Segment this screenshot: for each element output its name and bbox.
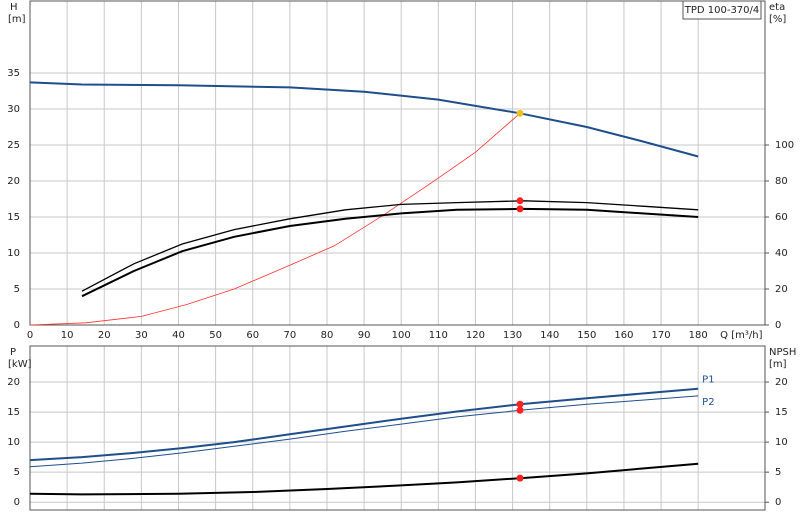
y2-tick-label: 20 [775, 284, 788, 295]
y-tick-label: 5 [14, 284, 20, 295]
y-tick-label: 0 [14, 320, 20, 331]
y2-tick-label: 5 [775, 467, 781, 478]
y-axis-unit: [kW] [8, 359, 32, 370]
y-axis-label: P [10, 347, 16, 358]
y2-tick-label: 20 [775, 377, 788, 388]
x-tick-label: 130 [503, 330, 522, 341]
y2-tick-label: 10 [775, 437, 788, 448]
x-tick-label: 20 [98, 330, 111, 341]
x-tick-label: 0 [27, 330, 33, 341]
x-tick-label: 150 [577, 330, 596, 341]
y2-axis-label: eta [769, 2, 785, 13]
y-axis-unit: [m] [8, 14, 26, 25]
y2-tick-label: 0 [775, 320, 781, 331]
series-label: P2 [702, 397, 714, 408]
curve [29, 462, 699, 496]
chart-title: TPD 100-370/4 [684, 5, 760, 16]
y2-tick-label: 80 [775, 176, 788, 187]
curve [29, 387, 699, 462]
x-tick-label: 50 [209, 330, 222, 341]
y-tick-label: 25 [7, 140, 20, 151]
y-tick-label: 15 [7, 407, 20, 418]
y2-tick-label: 40 [775, 248, 788, 259]
x-tick-label: 120 [466, 330, 485, 341]
x-tick-label: 100 [392, 330, 411, 341]
y-tick-label: 35 [7, 68, 20, 79]
y-tick-label: 10 [7, 437, 20, 448]
y-tick-label: 30 [7, 104, 20, 115]
duty-point [516, 400, 524, 408]
y-tick-label: 20 [7, 377, 20, 388]
y-tick-label: 20 [7, 176, 20, 187]
y2-axis-label: NPSH [769, 347, 796, 358]
x-tick-label: 140 [540, 330, 559, 341]
duty-point [516, 205, 524, 213]
x-tick-label: 40 [172, 330, 185, 341]
curve [29, 81, 699, 158]
plot-frame [29, 345, 766, 511]
x-tick-label: 30 [135, 330, 148, 341]
y-tick-label: 0 [14, 497, 20, 508]
y-tick-label: 15 [7, 212, 20, 223]
x-tick-label: 170 [652, 330, 671, 341]
y-axis-label: H [10, 2, 18, 13]
plot-frame [29, 0, 766, 326]
series-label: P1 [702, 375, 714, 386]
y2-axis-unit: [m] [769, 359, 787, 370]
y2-tick-label: 60 [775, 212, 788, 223]
x-tick-label: 10 [61, 330, 74, 341]
duty-point [516, 406, 524, 414]
curve [81, 207, 699, 298]
x-tick-label: 180 [689, 330, 708, 341]
x-tick-label: 70 [283, 330, 296, 341]
y-tick-label: 10 [7, 248, 20, 259]
y2-tick-label: 100 [775, 140, 794, 151]
curve [81, 200, 699, 292]
curve [29, 112, 521, 326]
y2-tick-label: 15 [775, 407, 788, 418]
x-tick-label: 80 [321, 330, 334, 341]
x-tick-label: 60 [246, 330, 259, 341]
duty-point [516, 197, 524, 205]
x-tick-label: 110 [429, 330, 448, 341]
duty-point [516, 474, 524, 482]
x-tick-label: 90 [358, 330, 371, 341]
x-axis-label: Q [m³/h] [720, 330, 762, 341]
title-box [682, 0, 762, 20]
y-tick-label: 5 [14, 467, 20, 478]
y2-tick-label: 0 [775, 497, 781, 508]
curve [29, 395, 699, 468]
duty-point [516, 109, 524, 117]
x-tick-label: 160 [614, 330, 633, 341]
y2-axis-unit: [%] [769, 14, 786, 25]
